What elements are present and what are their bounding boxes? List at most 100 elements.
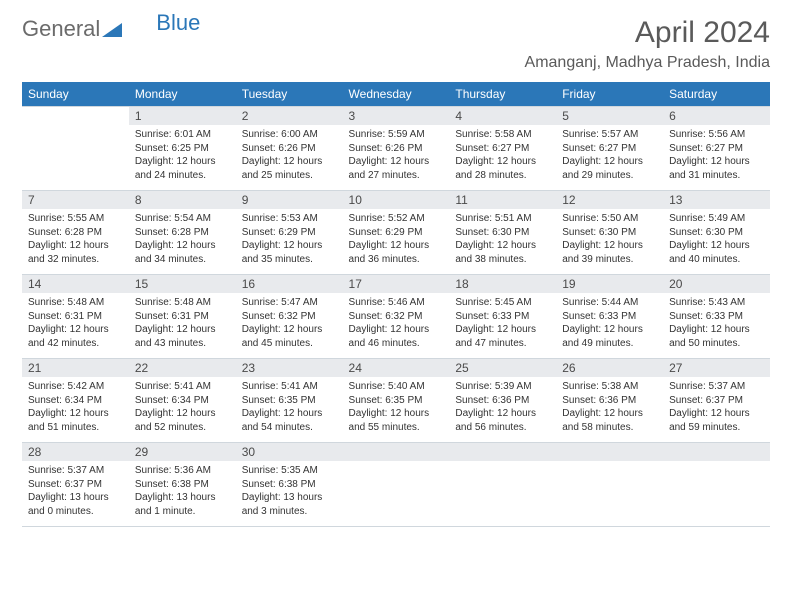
sunrise-text: Sunrise: 5:38 AM [562,380,657,394]
calendar-day-cell: 30Sunrise: 5:35 AMSunset: 6:38 PMDayligh… [236,443,343,527]
sunset-text: Sunset: 6:38 PM [242,478,337,492]
calendar-day-cell: 11Sunrise: 5:51 AMSunset: 6:30 PMDayligh… [449,191,556,275]
day-body: Sunrise: 5:50 AMSunset: 6:30 PMDaylight:… [556,209,663,270]
day-body: Sunrise: 5:55 AMSunset: 6:28 PMDaylight:… [22,209,129,270]
sunrise-text: Sunrise: 5:52 AM [349,212,444,226]
day-body: Sunrise: 5:48 AMSunset: 6:31 PMDaylight:… [129,293,236,354]
daylight-text: Daylight: 12 hours and 52 minutes. [135,407,230,434]
sunset-text: Sunset: 6:25 PM [135,142,230,156]
day-number: 9 [236,191,343,209]
daylight-text: Daylight: 12 hours and 40 minutes. [669,239,764,266]
sunset-text: Sunset: 6:26 PM [242,142,337,156]
sunset-text: Sunset: 6:34 PM [28,394,123,408]
calendar-day-cell: 17Sunrise: 5:46 AMSunset: 6:32 PMDayligh… [343,275,450,359]
day-body: Sunrise: 5:58 AMSunset: 6:27 PMDaylight:… [449,125,556,186]
daylight-text: Daylight: 12 hours and 27 minutes. [349,155,444,182]
sunset-text: Sunset: 6:31 PM [28,310,123,324]
calendar-week-row: 28Sunrise: 5:37 AMSunset: 6:37 PMDayligh… [22,443,770,527]
sunrise-text: Sunrise: 5:59 AM [349,128,444,142]
day-number: 6 [663,107,770,125]
calendar-page: General Blue April 2024 Amanganj, Madhya… [0,0,792,543]
sunrise-text: Sunrise: 5:35 AM [242,464,337,478]
calendar-day-cell: 24Sunrise: 5:40 AMSunset: 6:35 PMDayligh… [343,359,450,443]
daylight-text: Daylight: 12 hours and 24 minutes. [135,155,230,182]
sunset-text: Sunset: 6:27 PM [455,142,550,156]
calendar-day-cell: 1Sunrise: 6:01 AMSunset: 6:25 PMDaylight… [129,107,236,191]
day-body: Sunrise: 5:47 AMSunset: 6:32 PMDaylight:… [236,293,343,354]
calendar-table: SundayMondayTuesdayWednesdayThursdayFrid… [22,82,770,527]
sunrise-text: Sunrise: 5:48 AM [28,296,123,310]
day-body: Sunrise: 6:01 AMSunset: 6:25 PMDaylight:… [129,125,236,186]
daylight-text: Daylight: 12 hours and 51 minutes. [28,407,123,434]
sunrise-text: Sunrise: 5:58 AM [455,128,550,142]
page-title: April 2024 [525,16,770,50]
day-number: 24 [343,359,450,377]
day-body: Sunrise: 5:35 AMSunset: 6:38 PMDaylight:… [236,461,343,522]
day-body: Sunrise: 5:51 AMSunset: 6:30 PMDaylight:… [449,209,556,270]
calendar-day-cell: 19Sunrise: 5:44 AMSunset: 6:33 PMDayligh… [556,275,663,359]
day-body: Sunrise: 5:59 AMSunset: 6:26 PMDaylight:… [343,125,450,186]
day-number-blank [343,443,450,461]
day-body: Sunrise: 5:39 AMSunset: 6:36 PMDaylight:… [449,377,556,438]
brand-part2: Blue [156,10,200,36]
daylight-text: Daylight: 12 hours and 25 minutes. [242,155,337,182]
calendar-day-cell: 2Sunrise: 6:00 AMSunset: 6:26 PMDaylight… [236,107,343,191]
sunrise-text: Sunrise: 5:50 AM [562,212,657,226]
daylight-text: Daylight: 12 hours and 35 minutes. [242,239,337,266]
triangle-icon [102,17,122,43]
calendar-day-cell: 6Sunrise: 5:56 AMSunset: 6:27 PMDaylight… [663,107,770,191]
day-number: 27 [663,359,770,377]
sunset-text: Sunset: 6:33 PM [669,310,764,324]
day-number: 8 [129,191,236,209]
calendar-day-cell: 9Sunrise: 5:53 AMSunset: 6:29 PMDaylight… [236,191,343,275]
sunrise-text: Sunrise: 5:56 AM [669,128,764,142]
day-body: Sunrise: 5:46 AMSunset: 6:32 PMDaylight:… [343,293,450,354]
calendar-week-row: 14Sunrise: 5:48 AMSunset: 6:31 PMDayligh… [22,275,770,359]
day-body: Sunrise: 5:56 AMSunset: 6:27 PMDaylight:… [663,125,770,186]
daylight-text: Daylight: 12 hours and 45 minutes. [242,323,337,350]
day-number: 26 [556,359,663,377]
calendar-day-cell: 26Sunrise: 5:38 AMSunset: 6:36 PMDayligh… [556,359,663,443]
calendar-day-cell: 3Sunrise: 5:59 AMSunset: 6:26 PMDaylight… [343,107,450,191]
day-number: 12 [556,191,663,209]
daylight-text: Daylight: 13 hours and 0 minutes. [28,491,123,518]
sunset-text: Sunset: 6:35 PM [349,394,444,408]
sunrise-text: Sunrise: 5:43 AM [669,296,764,310]
sunset-text: Sunset: 6:31 PM [135,310,230,324]
day-body: Sunrise: 6:00 AMSunset: 6:26 PMDaylight:… [236,125,343,186]
weekday-header: Saturday [663,82,770,107]
day-number: 22 [129,359,236,377]
sunset-text: Sunset: 6:35 PM [242,394,337,408]
calendar-day-cell [556,443,663,527]
sunrise-text: Sunrise: 5:48 AM [135,296,230,310]
weekday-header: Thursday [449,82,556,107]
day-body: Sunrise: 5:38 AMSunset: 6:36 PMDaylight:… [556,377,663,438]
sunset-text: Sunset: 6:30 PM [669,226,764,240]
sunset-text: Sunset: 6:30 PM [562,226,657,240]
header: General Blue April 2024 Amanganj, Madhya… [22,16,770,72]
day-number: 16 [236,275,343,293]
sunrise-text: Sunrise: 5:37 AM [28,464,123,478]
daylight-text: Daylight: 12 hours and 56 minutes. [455,407,550,434]
daylight-text: Daylight: 13 hours and 3 minutes. [242,491,337,518]
day-number: 10 [343,191,450,209]
daylight-text: Daylight: 12 hours and 38 minutes. [455,239,550,266]
daylight-text: Daylight: 12 hours and 46 minutes. [349,323,444,350]
brand-part1: General [22,16,100,42]
sunrise-text: Sunrise: 5:55 AM [28,212,123,226]
location-label: Amanganj, Madhya Pradesh, India [525,54,770,72]
daylight-text: Daylight: 12 hours and 54 minutes. [242,407,337,434]
daylight-text: Daylight: 12 hours and 36 minutes. [349,239,444,266]
calendar-day-cell: 21Sunrise: 5:42 AMSunset: 6:34 PMDayligh… [22,359,129,443]
sunrise-text: Sunrise: 5:46 AM [349,296,444,310]
day-body: Sunrise: 5:40 AMSunset: 6:35 PMDaylight:… [343,377,450,438]
day-body: Sunrise: 5:36 AMSunset: 6:38 PMDaylight:… [129,461,236,522]
day-body: Sunrise: 5:53 AMSunset: 6:29 PMDaylight:… [236,209,343,270]
sunrise-text: Sunrise: 5:45 AM [455,296,550,310]
day-number: 2 [236,107,343,125]
calendar-day-cell: 14Sunrise: 5:48 AMSunset: 6:31 PMDayligh… [22,275,129,359]
calendar-day-cell: 10Sunrise: 5:52 AMSunset: 6:29 PMDayligh… [343,191,450,275]
calendar-week-row: 1Sunrise: 6:01 AMSunset: 6:25 PMDaylight… [22,107,770,191]
day-number: 18 [449,275,556,293]
sunset-text: Sunset: 6:36 PM [455,394,550,408]
